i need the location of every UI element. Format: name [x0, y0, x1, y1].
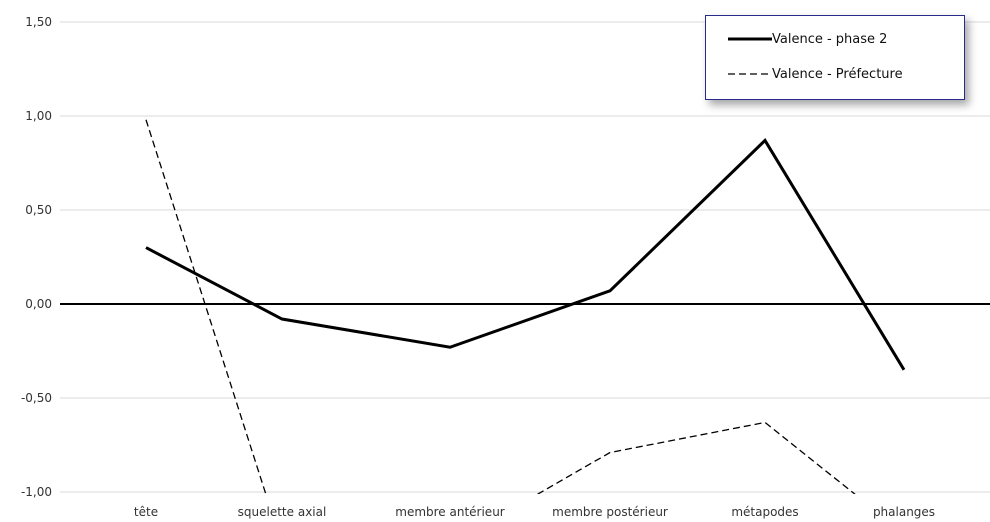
y-tick-label: 0,00: [25, 297, 52, 311]
y-axis-tick-labels: 1,50 1,00 0,50 0,00 -0,50 -1,00: [21, 15, 52, 499]
x-tick-label: squelette axial: [238, 505, 327, 519]
legend-label-series-2: Valence - Préfecture: [772, 66, 903, 82]
series-line-1: [145, 138, 906, 371]
x-tick-label: métapodes: [731, 505, 798, 519]
chart-legend: Valence - phase 2 Valence - Préfecture: [705, 15, 965, 100]
y-tick-label: -0,50: [21, 391, 52, 405]
legend-swatch-solid: [728, 37, 772, 41]
x-tick-label: membre antérieur: [395, 505, 505, 519]
x-tick-label: phalanges: [873, 505, 935, 519]
x-tick-label: membre postérieur: [552, 505, 668, 519]
y-tick-label: -1,00: [21, 485, 52, 499]
legend-swatch-dashed: [728, 73, 772, 75]
legend-item-series-2: Valence - Préfecture: [728, 63, 903, 85]
grid-lines: [60, 21, 990, 493]
x-axis-tick-labels: tête squelette axial membre antérieur membr…: [134, 505, 935, 519]
y-tick-label: 0,50: [25, 203, 52, 217]
legend-item-series-1: Valence - phase 2: [728, 28, 887, 50]
y-tick-label: 1,00: [25, 109, 52, 123]
x-tick-label: tête: [134, 505, 158, 519]
y-tick-label: 1,50: [25, 15, 52, 29]
series-layer: [145, 119, 906, 494]
legend-label-series-1: Valence - phase 2: [772, 31, 888, 47]
